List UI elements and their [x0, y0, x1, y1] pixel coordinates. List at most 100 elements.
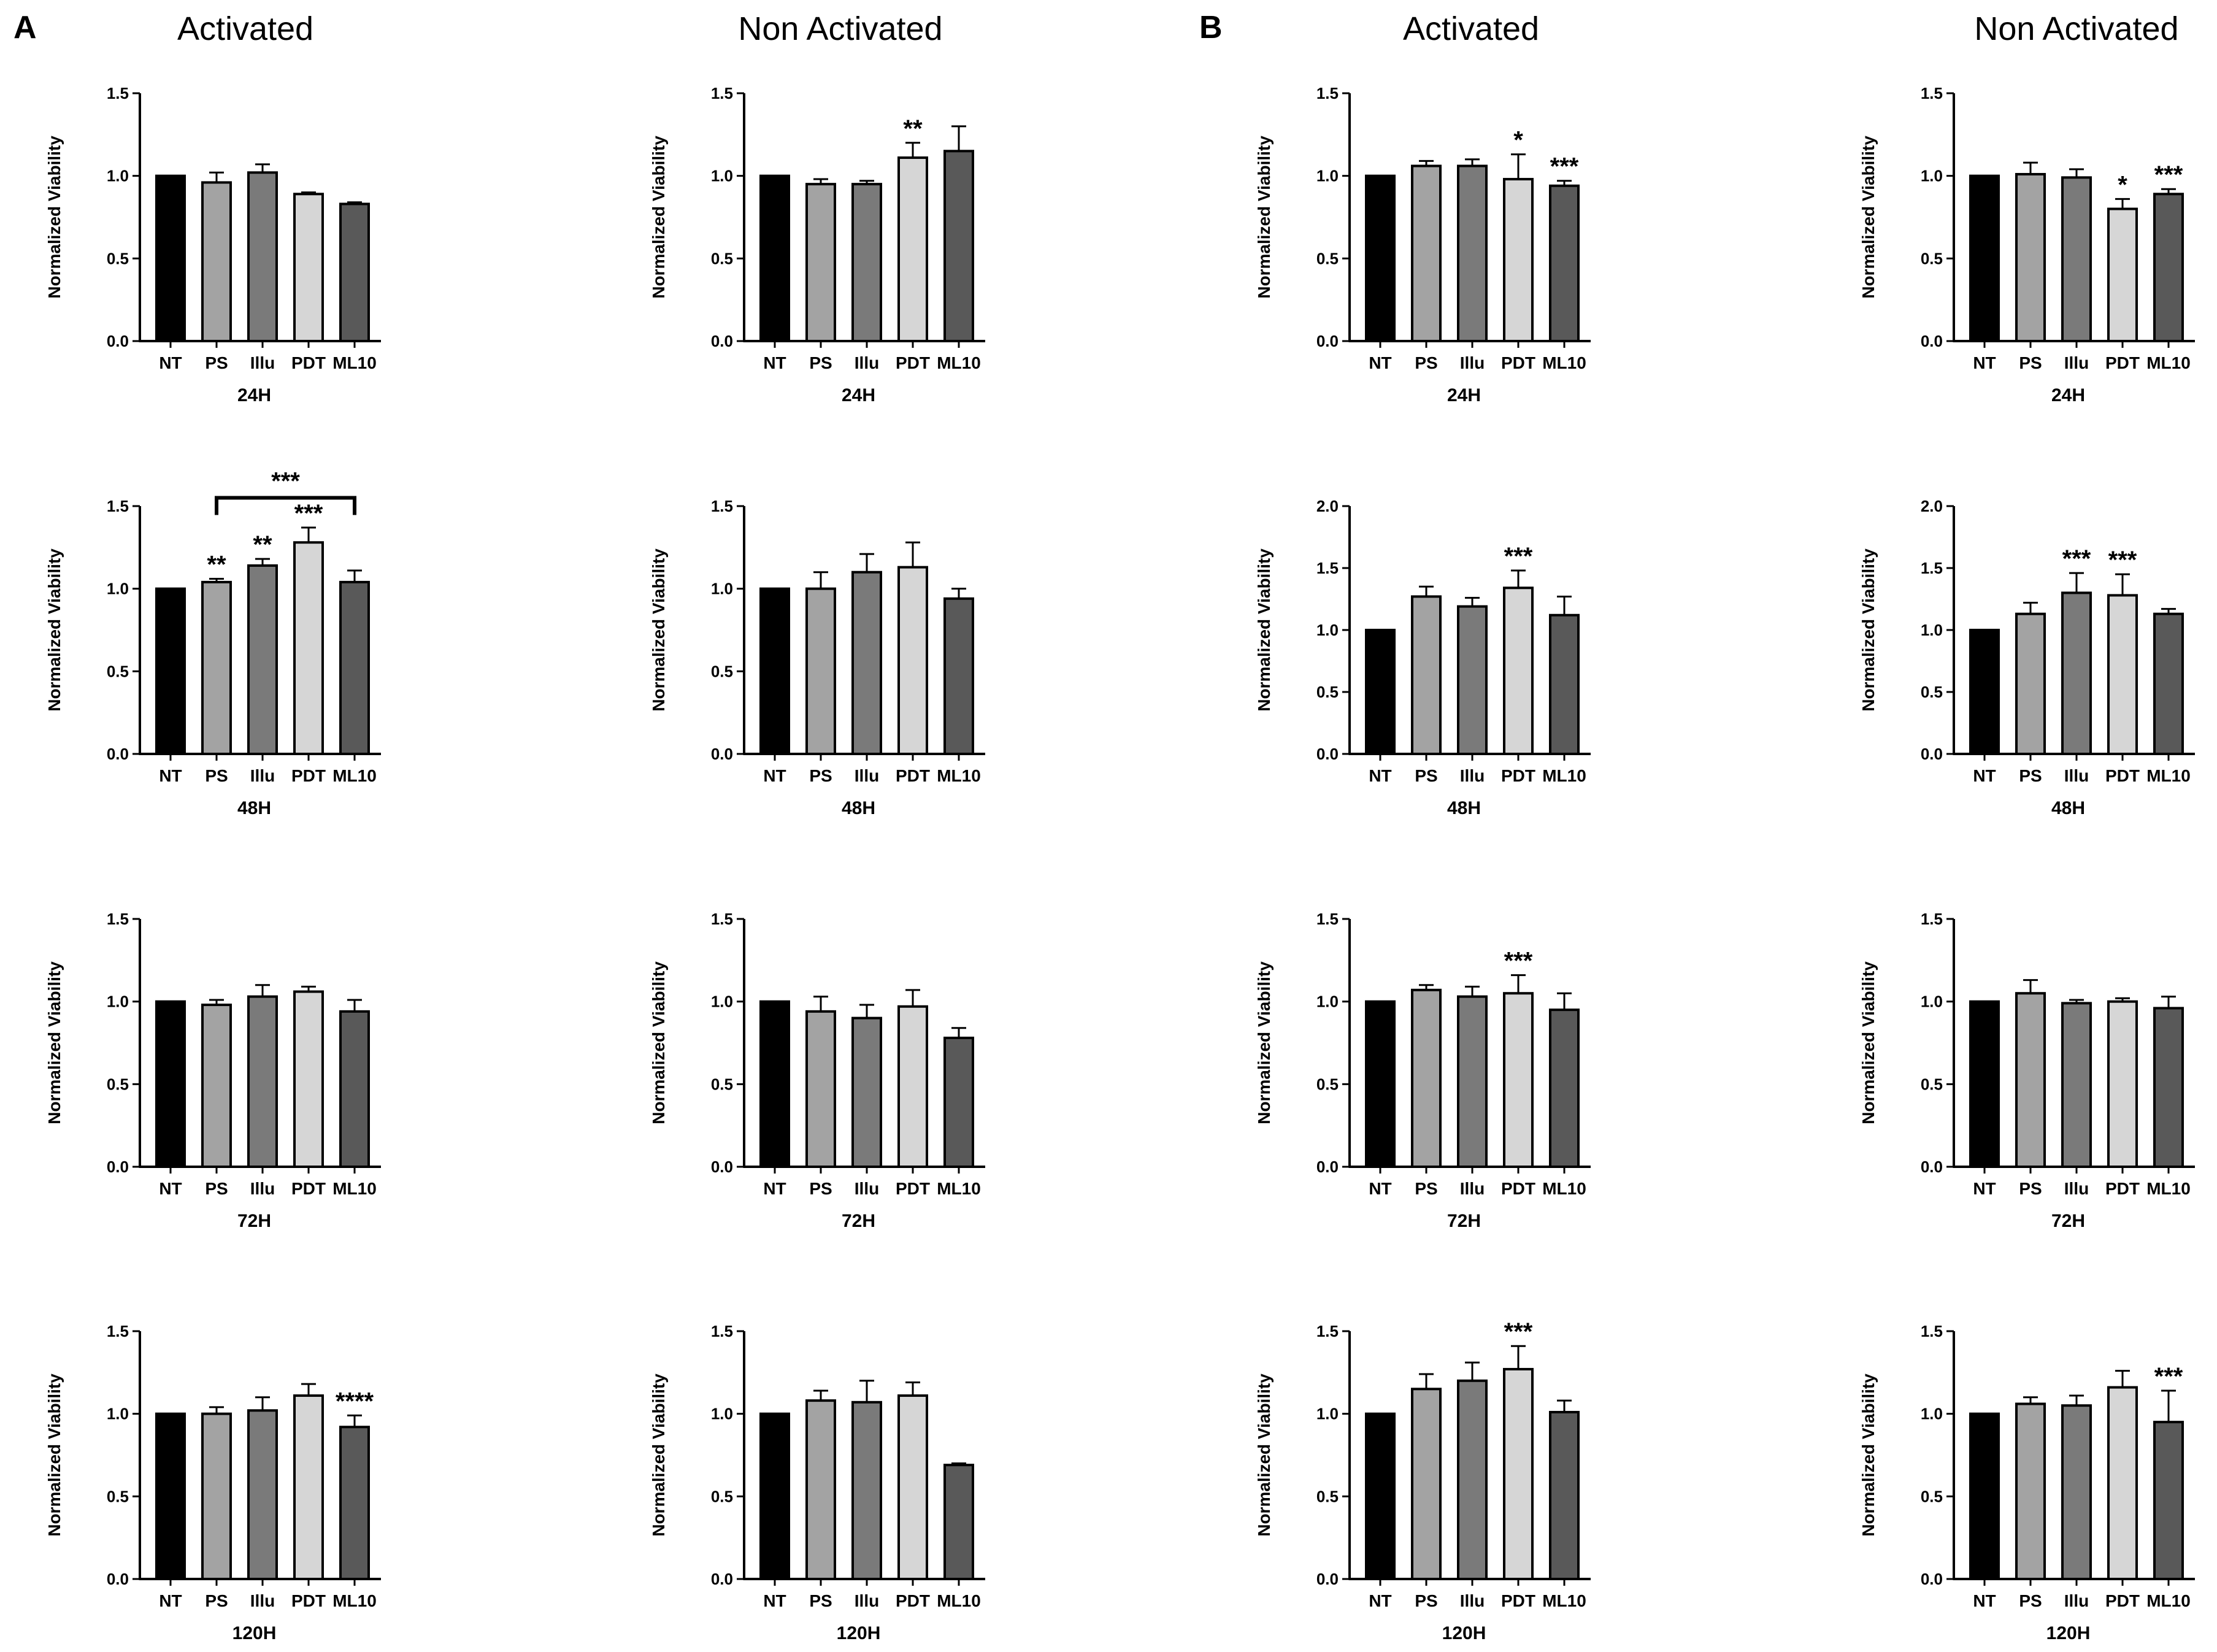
bar-ps: [201, 580, 232, 755]
y-tick-label: 1.5: [1921, 910, 1943, 928]
category-label: PS: [809, 353, 832, 372]
x-axis-label: 120H: [837, 1623, 881, 1643]
bar-ps: [805, 1010, 836, 1168]
y-tick-label: 1.5: [1316, 559, 1339, 577]
y-tick-label: 0.0: [1921, 1158, 1943, 1176]
category-label: PDT: [896, 1591, 930, 1610]
category-label: NT: [763, 766, 786, 785]
category-label: ML10: [332, 766, 377, 785]
bar-illu: [247, 995, 278, 1168]
bar-nt: [759, 174, 790, 342]
bar-ps: [2015, 172, 2046, 342]
category-label: Illu: [2064, 1179, 2089, 1198]
bar-ps: [805, 1399, 836, 1581]
y-tick-label: 0.0: [107, 745, 129, 763]
bar-ml10: [943, 597, 974, 755]
bar-illu: [851, 1016, 882, 1168]
y-tick-label: 1.0: [1316, 993, 1339, 1011]
y-tick-label: 1.5: [1921, 84, 1943, 102]
x-axis-label: 24H: [842, 385, 875, 405]
bar-ps: [201, 1412, 232, 1581]
y-tick-label: 0.5: [711, 249, 733, 267]
x-axis-label: 48H: [1447, 798, 1481, 818]
bar-pdt: [293, 541, 324, 756]
category-label: Illu: [2064, 353, 2089, 372]
category-label: PDT: [1501, 353, 1535, 372]
y-axis-label: Normalized Viability: [649, 1373, 668, 1537]
y-tick-label: 1.5: [107, 1322, 129, 1340]
y-axis-label: Normalized Viability: [1859, 136, 1878, 299]
category-label: NT: [1369, 1179, 1391, 1198]
chart-a-non-activated-120h: 0.0 0.5 1.0 1.5 Normalized Viability NT PS Illu…: [649, 1322, 985, 1643]
category-label: NT: [763, 353, 786, 372]
y-tick-label: 0.5: [107, 1487, 129, 1505]
y-tick-label: 1.5: [107, 497, 129, 515]
y-tick-label: 1.0: [711, 580, 733, 598]
y-axis-label: Normalized Viability: [45, 548, 64, 712]
chart-b-non-activated-24h: 0.0 0.5 1.0 1.5 Normalized Viability NT PS Illu…: [1859, 84, 2195, 405]
y-tick-label: 0.5: [107, 1075, 129, 1093]
category-label: ML10: [2146, 766, 2191, 785]
y-tick-label: 1.5: [1316, 84, 1339, 102]
bar-nt: [759, 1000, 790, 1168]
bar-nt: [1969, 174, 2000, 342]
bar-pdt: [2107, 594, 2138, 755]
y-tick-label: 0.0: [711, 1570, 733, 1588]
y-tick-label: 1.0: [107, 580, 129, 598]
bar-nt: [155, 1000, 186, 1168]
y-tick-label: 1.0: [1921, 621, 1943, 639]
y-axis-label: Normalized Viability: [1859, 548, 1878, 712]
y-tick-label: 0.5: [107, 249, 129, 267]
category-label: ML10: [332, 353, 377, 372]
x-axis-label: 48H: [842, 798, 875, 818]
y-tick-label: 0.5: [1316, 683, 1339, 701]
significance-label: ****: [336, 1388, 374, 1415]
category-label: NT: [763, 1179, 786, 1198]
significance-label: **: [207, 551, 226, 578]
y-tick-label: 0.5: [711, 662, 733, 680]
y-tick-label: 0.5: [1316, 249, 1339, 267]
bar-ml10: [1549, 184, 1580, 342]
y-tick-label: 0.0: [1921, 332, 1943, 350]
y-tick-label: 0.5: [711, 1075, 733, 1093]
category-label: ML10: [2146, 353, 2191, 372]
category-label: Illu: [250, 766, 275, 785]
significance-label: ***: [2062, 545, 2091, 572]
y-tick-label: 0.0: [711, 745, 733, 763]
y-tick-label: 0.0: [1921, 1570, 1943, 1588]
y-tick-label: 0.0: [711, 332, 733, 350]
y-tick-label: 0.0: [711, 1158, 733, 1176]
category-label: PDT: [2105, 1591, 2140, 1610]
y-axis-label: Normalized Viability: [1255, 961, 1274, 1124]
bar-ml10: [943, 150, 974, 342]
category-label: ML10: [937, 766, 981, 785]
category-label: NT: [159, 353, 182, 372]
bar-illu: [851, 571, 882, 755]
category-label: ML10: [1542, 766, 1586, 785]
category-label: ML10: [2146, 1591, 2191, 1610]
y-tick-label: 0.0: [1316, 1570, 1339, 1588]
y-tick-label: 0.5: [1921, 249, 1943, 267]
bar-ps: [201, 1004, 232, 1168]
category-label: PS: [205, 1591, 228, 1610]
category-label: PDT: [291, 766, 326, 785]
x-axis-label: 48H: [237, 798, 271, 818]
bar-illu: [247, 564, 278, 756]
bar-nt: [155, 1412, 186, 1581]
y-tick-label: 0.5: [1921, 1075, 1943, 1093]
chart-a-activated-120h: 0.0 0.5 1.0 1.5 Normalized Viability NT PS Illu…: [45, 1322, 381, 1643]
y-tick-label: 0.5: [1316, 1075, 1339, 1093]
bar-ml10: [339, 580, 370, 755]
y-tick-label: 1.5: [1316, 1322, 1339, 1340]
category-label: ML10: [332, 1591, 377, 1610]
bar-ml10: [339, 202, 370, 342]
y-tick-label: 1.5: [107, 84, 129, 102]
category-label: PDT: [896, 766, 930, 785]
column-title-b-activated: Activated: [1403, 10, 1539, 47]
category-label: PDT: [896, 1179, 930, 1198]
bar-pdt: [897, 1394, 928, 1581]
x-axis-label: 72H: [842, 1211, 875, 1231]
x-axis-label: 24H: [2051, 385, 2085, 405]
bar-ps: [1411, 1388, 1442, 1580]
chart-b-non-activated-48h: 0.0 0.5 1.0 1.5 2.0 Normalized Viability NT PS *…: [1859, 497, 2195, 818]
